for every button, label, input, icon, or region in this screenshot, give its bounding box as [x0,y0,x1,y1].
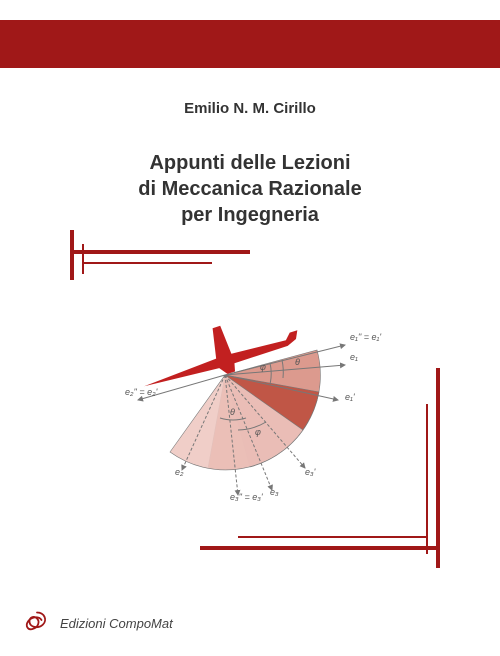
title-line: di Meccanica Razionale [0,176,500,202]
axis-label: e₃ [270,487,279,497]
axis-label: e₃' [305,467,316,477]
frame-line [426,404,428,554]
book-title: Appunti delle Lezioni di Meccanica Razio… [0,150,500,228]
axis-label: φ [260,362,266,372]
axis-label: e₂ [175,467,184,477]
top-brand-bar [0,20,500,68]
axis-label: e₁' [345,392,355,402]
publisher-name: Edizioni CompoMat [60,616,173,631]
axis-label: φ [255,427,261,437]
axis-label: θ [295,357,300,367]
author-name: Emilio N. M. Cirillo [0,100,500,117]
publisher-row: Edizioni CompoMat [22,608,173,638]
frame-line [70,250,250,254]
frame-line [436,368,440,568]
publisher-logo-icon [22,608,52,638]
axis-label: e₃'' = e₃' [230,492,263,502]
axis-label: e₂'' = e₂' [125,387,158,397]
frame-line [82,244,84,274]
frame-line [70,230,74,280]
axis-label: e₁'' = e₁' [350,332,381,342]
frame-line [200,546,440,550]
euler-angles-diagram: e₁'' = e₁' e₁ e₁' e₂'' = e₂' e₂ e₃'' = e… [120,300,400,520]
title-line: Appunti delle Lezioni [0,150,500,176]
title-line: per Ingegneria [0,202,500,228]
axis-label: e₁ [350,352,358,362]
frame-line [82,262,212,264]
frame-line [238,536,428,538]
axis-label: θ [230,407,235,417]
